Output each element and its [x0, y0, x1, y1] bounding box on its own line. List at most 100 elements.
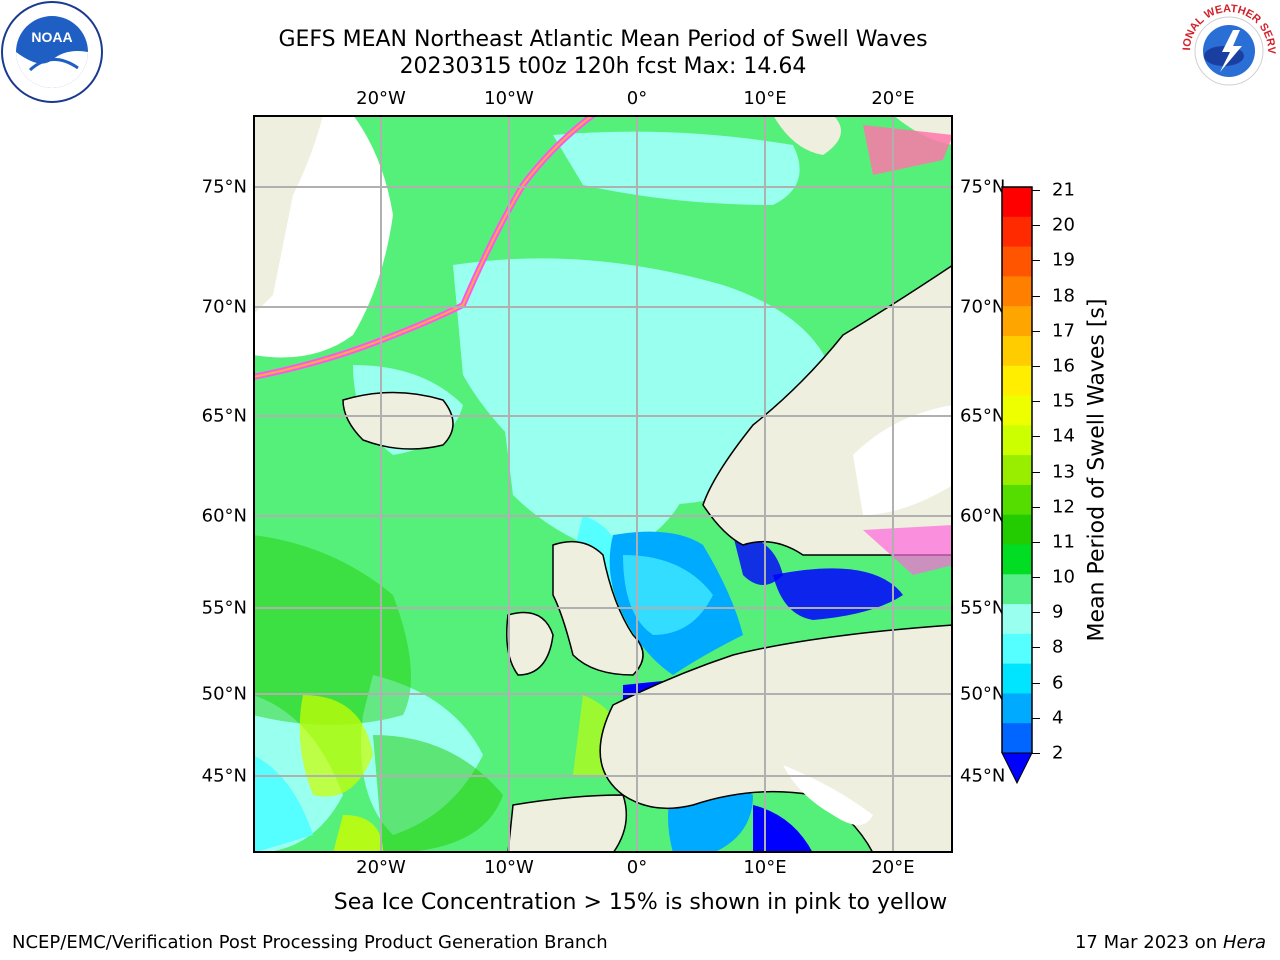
lon-tick-bottom: 20°E [871, 857, 915, 878]
colorbar-segment [1002, 574, 1032, 605]
colorbar-tick [1032, 753, 1040, 754]
colorbar-label: 12 [1052, 496, 1075, 518]
swell-region-2-4s [753, 805, 813, 853]
lat-tick-right: 45°N [960, 765, 1006, 787]
swell-region-12-13s [333, 815, 383, 853]
lon-tick-bottom: 20°W [356, 857, 406, 878]
swell-period-map [253, 115, 953, 853]
sea-ice-edge [253, 115, 594, 378]
colorbar-segment [1002, 484, 1032, 516]
colorbar-segment [1002, 425, 1032, 456]
colorbar-label: 20 [1052, 214, 1075, 236]
colorbar-label: 14 [1052, 425, 1075, 447]
noaa-logo-text: NOAA [31, 29, 72, 45]
colorbar-segment [1002, 276, 1032, 307]
swell-region-10-11s [253, 535, 411, 725]
footer-credit: NCEP/EMC/Verification Post Processing Pr… [12, 932, 608, 953]
lat-tick-left: 70°N [201, 296, 247, 318]
gulf-of-bothnia [853, 405, 953, 515]
colorbar-segment [1002, 455, 1032, 486]
lat-tick-left: 75°N [201, 176, 247, 198]
lon-tick-bottom: 0° [626, 857, 648, 878]
lat-tick-right: 65°N [960, 405, 1006, 427]
swell-region-8-9s [503, 415, 693, 555]
colorbar-segment [1002, 216, 1032, 248]
lat-tick-right: 70°N [960, 296, 1006, 318]
colorbar-tick [1032, 365, 1040, 367]
colorbar-tick [1032, 190, 1040, 191]
svalbard-land [773, 115, 841, 155]
lon-tick-bottom: 10°W [484, 857, 534, 878]
iceland-land [342, 391, 454, 450]
colorbar-tick [1032, 682, 1040, 684]
lon-tick-bottom: 10°E [743, 857, 787, 878]
iberia-land [507, 794, 628, 853]
colorbar-label: 16 [1052, 355, 1075, 377]
colorbar-segment [1002, 365, 1032, 397]
colorbar-tick [1032, 225, 1040, 227]
colorbar-label: 21 [1052, 179, 1075, 201]
colorbar-extend-triangle [1001, 752, 1033, 785]
colorbar-tick [1032, 506, 1040, 508]
colorbar-segment [1002, 633, 1032, 665]
swell-region-12-13s [299, 695, 373, 797]
colorbar-tick [1032, 577, 1040, 579]
colorbar-label: 4 [1052, 707, 1064, 729]
colorbar-label: 9 [1052, 601, 1064, 623]
colorbar-label: 8 [1052, 636, 1064, 658]
colorbar-tick [1032, 295, 1040, 297]
colorbar-label: 17 [1052, 320, 1075, 342]
nws-logo: NATIONAL WEATHER SERVICE [1178, 0, 1278, 100]
sea-ice-baltic [863, 525, 953, 575]
lat-tick-left: 50°N [201, 683, 247, 705]
footer-date: 17 Mar 2023 on Hera [1075, 932, 1266, 953]
sea-ice-barents [863, 125, 953, 175]
graticule [253, 115, 953, 853]
colorbar-segment [1002, 723, 1032, 754]
colorbar-segment [1002, 395, 1032, 426]
map-subtitle: 20230315 t00z 120h fcst Max: 14.64 [399, 54, 807, 79]
swell-region-2-4s [733, 535, 783, 585]
lat-tick-right: 60°N [960, 505, 1006, 527]
colorbar-tick [1032, 401, 1040, 403]
colorbar-tick [1032, 471, 1040, 473]
colorbar-tick [1032, 436, 1040, 438]
lon-tick-top: 20°W [356, 88, 406, 109]
colorbar-segment [1002, 693, 1032, 724]
map-title: GEFS MEAN Northeast Atlantic Mean Period… [278, 27, 928, 52]
lon-tick-top: 20°E [871, 88, 915, 109]
greenland-land [253, 115, 323, 315]
colorbar-label: 18 [1052, 285, 1075, 307]
lon-tick-top: 10°E [743, 88, 787, 109]
lon-tick-top: 0° [626, 88, 648, 109]
colorbar-segment [1002, 514, 1032, 545]
colorbar-label: 13 [1052, 461, 1075, 482]
colorbar-segment [1002, 187, 1032, 218]
colorbar-tick [1032, 612, 1040, 614]
colorbar-label: 19 [1052, 249, 1075, 271]
swell-region-10-11s [373, 735, 503, 853]
colorbar-tick [1032, 541, 1040, 543]
colorbar-segment [1002, 335, 1032, 367]
adriatic-sea [783, 765, 873, 825]
colorbar-label: 15 [1052, 390, 1075, 412]
colorbar-outline [1001, 186, 1033, 753]
colorbar-tick [1032, 330, 1040, 332]
colorbar-label: 6 [1052, 672, 1064, 694]
sea-ice-note: Sea Ice Concentration > 15% is shown in … [333, 890, 948, 915]
lat-tick-right: 55°N [960, 597, 1006, 619]
map-border [253, 115, 953, 853]
footer-host: Hera [1222, 932, 1266, 953]
lat-tick-left: 55°N [201, 597, 247, 619]
lat-tick-left: 60°N [201, 505, 247, 527]
colorbar-segment [1002, 544, 1032, 575]
noaa-logo: NOAA [1, 1, 103, 103]
lat-tick-left: 45°N [201, 765, 247, 787]
colorbar-tick [1032, 647, 1040, 649]
lat-tick-left: 65°N [201, 405, 247, 427]
colorbar-title: Mean Period of Swell Waves [s] [1084, 298, 1110, 642]
colorbar-label: 10 [1052, 566, 1075, 588]
colorbar-segment [1002, 306, 1032, 337]
colorbar-tick [1032, 260, 1040, 262]
lat-tick-right: 75°N [960, 176, 1006, 198]
